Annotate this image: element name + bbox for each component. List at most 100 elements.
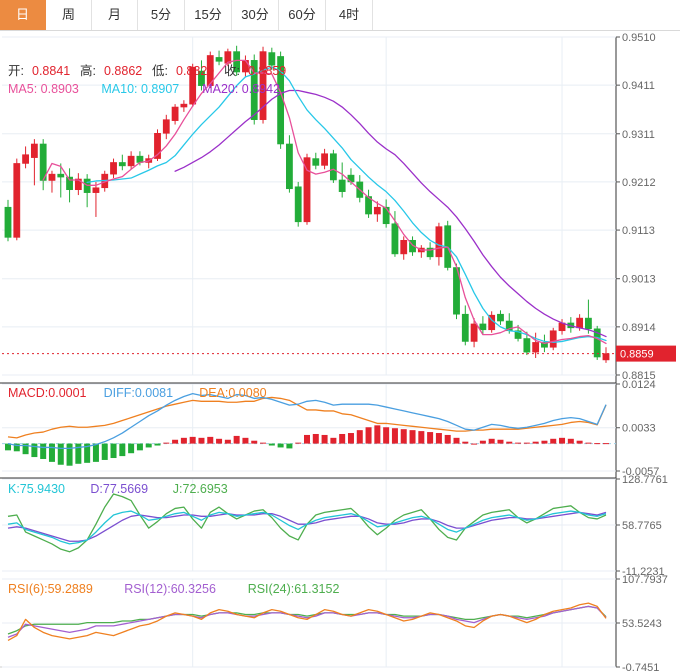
candle-body [585,317,592,330]
macd-histogram-bar [374,425,381,444]
candle-body [461,313,469,342]
macd-histogram-bar [119,443,126,457]
candle-body [233,51,241,73]
candle-body [312,158,320,166]
macd-histogram-bar [260,442,267,444]
candle-body [206,55,214,86]
diff-line [7,392,607,450]
macd-histogram-bar [365,427,372,444]
macd-histogram-bar [471,443,478,445]
timeframe-tabbar: 日 周 月 5分 15分 30分 60分 4时 [0,0,680,31]
candle-body [118,162,126,167]
macd-histogram-bar [603,443,609,445]
macd-axis-tick: 0.0124 [622,379,656,391]
ma-legend-item: MA5: 0.8903 [8,82,79,96]
tab-week[interactable]: 周 [46,0,92,30]
tab-60min[interactable]: 60分 [279,0,326,30]
price-axis-tick: 0.9311 [622,129,655,141]
macd-histogram-bar [180,437,187,444]
macd-histogram-bar [242,437,249,444]
macd-histogram-bar [321,434,328,444]
candle-body [470,323,478,342]
tab-month[interactable]: 月 [92,0,138,30]
rsi-legend-item: RSI(24):61.3152 [248,582,340,596]
macd-histogram-bar [189,436,196,444]
chart-svg[interactable]: 0.9510 0.9411 0.9311 0.9212 0.9113 0.9013 0.89… [0,31,680,672]
candle-body [171,106,179,121]
macd-histogram-bar [48,443,55,462]
tab-60min-label: 60分 [288,7,316,22]
candle-body [92,187,100,193]
rsi-legend-item: RSI(6):59.2889 [8,582,93,596]
ma10-line [86,66,607,344]
ohlc-legend-label: 开: [8,64,24,78]
kdj-legend-item: D:77.5669 [90,482,148,496]
macd-histogram-bar [506,441,513,444]
tab-5min-label: 5分 [150,7,172,22]
candle-body [329,153,337,181]
tab-30min[interactable]: 30分 [232,0,279,30]
rsi-axis-tick: 107.7937 [622,574,668,586]
macd-histogram-bar [479,440,486,444]
tab-day-label: 日 [15,7,29,22]
candle-body [303,157,311,223]
macd-histogram-bar [488,438,495,444]
candle-body [48,173,56,181]
kdj-axis-tick: 58.7765 [622,520,662,532]
macd-histogram-bar [391,428,398,444]
tab-4hour[interactable]: 4时 [326,0,373,30]
macd-axis-tick: 0.0033 [622,423,656,435]
candle-body [435,226,443,258]
dea-line [7,396,607,439]
chart-area[interactable]: 0.9510 0.9411 0.9311 0.9212 0.9113 0.9013 0.89… [0,31,680,672]
candle-body [215,57,223,62]
rsi6-line [7,602,607,642]
macd-histogram-bar [435,433,442,444]
candle-body [400,239,408,255]
kdj-k-line [7,510,607,545]
macd-histogram-bar [13,443,20,452]
macd-histogram-bar [339,433,346,444]
macd-histogram-bar [66,443,73,466]
macd-histogram-bar [523,442,530,444]
macd-histogram-bar [268,443,275,446]
macd-histogram-bar [400,429,407,444]
macd-histogram-bar [497,439,504,444]
tab-30min-label: 30分 [241,7,269,22]
tab-15min[interactable]: 15分 [185,0,232,30]
price-axis-tick: 0.9411 [622,80,655,92]
candle-body [268,52,276,66]
kdj-legend-item: J:72.6953 [173,482,228,496]
tab-month-label: 月 [107,7,121,22]
tab-15min-label: 15分 [194,7,222,22]
price-axis-tick: 0.9113 [622,225,655,237]
tab-5min[interactable]: 5分 [138,0,185,30]
macd-histogram-bar [532,441,539,444]
candle-body [514,330,522,339]
tabbar-filler [373,0,680,30]
tab-week-label: 周 [61,7,75,22]
price-axis-tick: 0.9212 [622,177,656,189]
macd-histogram-bar [145,443,152,448]
macd-histogram-bar [251,440,258,444]
tab-4hour-label: 4时 [338,7,360,22]
rsi-legend-item: RSI(12):60.3256 [124,582,216,596]
candle-body [250,60,258,120]
candle-body [294,186,302,223]
macd-histogram-bar [277,443,284,448]
macd-histogram-bar [101,443,108,460]
candle-body [110,162,117,175]
candle-body [162,119,170,134]
candle-body [127,155,135,167]
candle-body [66,176,73,191]
candle-body [154,132,161,159]
macd-histogram-bar [172,439,179,444]
candle-body [74,178,82,191]
macd-legend-item: MACD:0.0001 [8,386,87,400]
macd-histogram-bar [84,443,91,463]
tab-day[interactable]: 日 [0,0,46,30]
kdj-legend-item: K:75.9430 [8,482,65,496]
macd-histogram-bar [286,443,293,449]
ohlc-legend-value: 0.8820 [176,64,214,78]
macd-histogram-bar [444,434,451,444]
